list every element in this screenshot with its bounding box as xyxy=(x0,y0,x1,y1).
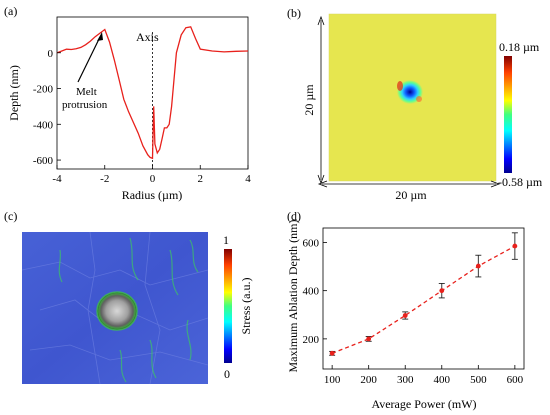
data-point xyxy=(366,336,372,342)
panel-c-colorbar-min: 0 xyxy=(224,367,230,381)
panel-a-x-tick-label: -4 xyxy=(52,173,62,185)
panel-d-y-axis-label: Maximum Ablation Depth (nm) xyxy=(286,220,300,373)
panel-a-x-tick-label: 0 xyxy=(150,173,156,185)
panel-a-label: (a) xyxy=(4,4,17,18)
panel-a-x-ticks: -4 -2 0 2 4 xyxy=(52,165,251,185)
panel-c-colorbar-label: Stress (a.u.) xyxy=(239,278,253,335)
panel-a-y-axis-label: Depth (nm) xyxy=(7,65,21,121)
depth-profile-line xyxy=(56,26,249,160)
panel-d-x-tick-label: 300 xyxy=(397,374,414,386)
panel-b-colorbar-max: 0.18 µm xyxy=(499,40,540,54)
arrow-icon xyxy=(77,32,103,83)
panel-d-x-tick-label: 400 xyxy=(434,374,451,386)
panel-d-label: (d) xyxy=(287,209,301,223)
melt-protrusion-annotation: Melt protrusion xyxy=(62,86,108,111)
panel-a-y-tick-label: 0 xyxy=(48,48,54,60)
panel-b-label: (b) xyxy=(287,6,301,20)
panel-a: (a) Axis Melt protrusion -4 -2 0 2 4 -600 -40… xyxy=(4,4,251,202)
data-point xyxy=(475,263,481,269)
panel-a-y-tick-label: -600 xyxy=(33,155,54,167)
panel-a-x-tick-label: 4 xyxy=(245,173,251,185)
panel-d-x-tick-label: 500 xyxy=(470,374,487,386)
panel-b-colorbar xyxy=(504,56,512,173)
data-point xyxy=(512,243,518,249)
panel-b-colorbar-min: -0.58 µm xyxy=(498,175,543,189)
panel-a-y-tick-label: -400 xyxy=(33,119,54,131)
error-bars xyxy=(329,232,518,356)
panel-c-label: (c) xyxy=(4,209,17,223)
panel-d-plot-frame xyxy=(322,227,525,370)
panel-a-x-axis-label: Radius (µm) xyxy=(122,188,183,202)
panel-b-x-extent-label: 20 µm xyxy=(395,188,427,202)
panel-c-colorbar xyxy=(224,249,232,363)
panel-a-y-tick-label: -200 xyxy=(33,84,54,96)
panel-b-y-extent-arrow xyxy=(317,15,325,185)
data-point xyxy=(402,313,408,318)
panel-b-x-extent-arrow xyxy=(317,180,501,188)
panel-d-x-tick-label: 100 xyxy=(324,374,341,386)
panel-d-x-tick-label: 200 xyxy=(360,374,377,386)
panel-d-x-ticks: 100 200 300 400 500 600 xyxy=(324,365,524,386)
panel-b: (b) 20 µm 20 µm 0.18 µm -0.58 µm xyxy=(287,6,543,202)
panel-d-y-ticks: 200 400 600 xyxy=(303,237,327,346)
panel-d-y-tick-label: 600 xyxy=(303,237,320,249)
panel-c: (c) 1 0 Stress (a.u.) xyxy=(4,209,253,385)
panel-c-colorbar-max: 1 xyxy=(223,233,229,247)
axis-annotation: Axis xyxy=(136,30,159,44)
panel-a-y-ticks: -600 -400 -200 0 xyxy=(33,48,61,167)
panel-d-x-tick-label: 600 xyxy=(507,374,524,386)
ablation-depth-points xyxy=(329,243,518,356)
ablation-crater-micrograph xyxy=(97,292,137,330)
panel-a-x-tick-label: 2 xyxy=(198,173,204,185)
ablation-depth-line xyxy=(331,245,516,354)
data-point xyxy=(439,288,445,294)
panel-d-y-tick-label: 200 xyxy=(303,334,320,346)
panel-d-x-axis-label: Average Power (mW) xyxy=(371,397,476,411)
panel-d: (d) 100 200 300 400 500 600 200 400 600 Average… xyxy=(286,209,525,411)
panel-d-y-tick-label: 400 xyxy=(303,286,320,298)
panel-b-y-extent-label: 20 µm xyxy=(302,84,316,116)
data-point xyxy=(329,350,335,356)
panel-a-x-tick-label: -2 xyxy=(100,173,109,185)
